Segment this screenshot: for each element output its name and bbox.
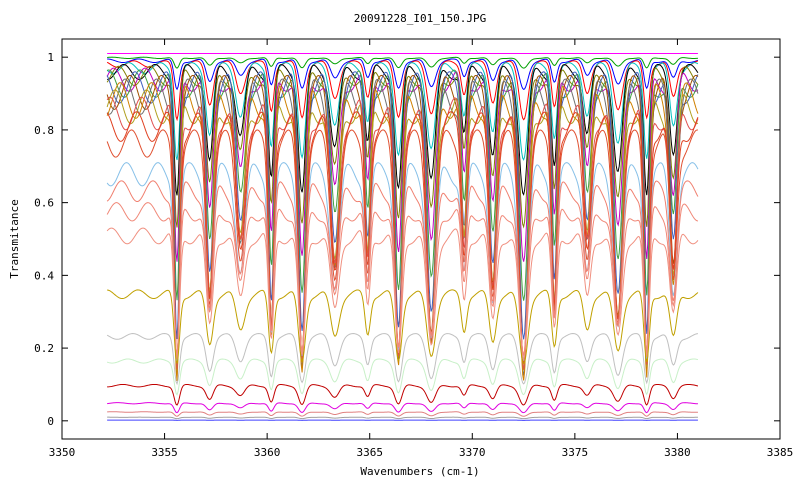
x-tick-label: 3350 [49, 446, 76, 459]
plot-frame [61, 38, 781, 440]
x-tick-label: 3375 [562, 446, 589, 459]
spectrum-series-line [107, 411, 698, 417]
spectrum-series-line [106, 69, 699, 301]
spectrum-series-line [107, 289, 699, 365]
x-tick-label: 3360 [254, 446, 281, 459]
x-tick-label: 3370 [459, 446, 486, 459]
spectrum-series-line [107, 416, 698, 420]
y-axis-label: Transmitance [8, 199, 21, 278]
y-tick-label: 0.4 [34, 269, 54, 282]
y-tick-label: 0.6 [34, 197, 54, 210]
spectrum-series-line [106, 358, 699, 396]
y-tick-label: 0.2 [34, 342, 54, 355]
y-axis-ticks: 0 0.2 0.4 0.6 0.8 1 [34, 51, 780, 428]
series-layer [106, 53, 699, 421]
x-tick-label: 3380 [664, 446, 691, 459]
spectrum-series-line [106, 62, 699, 161]
spectrum-series-line [106, 227, 699, 362]
x-tick-label: 3355 [151, 446, 178, 459]
y-tick-label: 1 [47, 51, 54, 64]
y-tick-label: 0.8 [34, 124, 54, 137]
spectrum-series-line [106, 202, 699, 357]
x-tick-label: 3365 [356, 446, 383, 459]
spectrum-series-line [107, 63, 699, 196]
spectrum-series-line [106, 67, 699, 262]
x-tick-label: 3385 [767, 446, 794, 459]
x-axis-ticks: 3350 3355 3360 3365 3370 3375 3380 3385 [49, 39, 794, 459]
spectrum-series-line [107, 383, 699, 406]
spectrum-series-line [107, 58, 699, 91]
y-tick-label: 0 [47, 415, 54, 428]
spectrum-series-line [107, 402, 698, 414]
spectrum-series-line [107, 56, 698, 69]
chart-title: 20091228_I01_150.JPG [354, 12, 486, 25]
spectrum-series-line [106, 333, 699, 386]
x-axis-label: Wavenumbers (cm-1) [360, 465, 479, 478]
